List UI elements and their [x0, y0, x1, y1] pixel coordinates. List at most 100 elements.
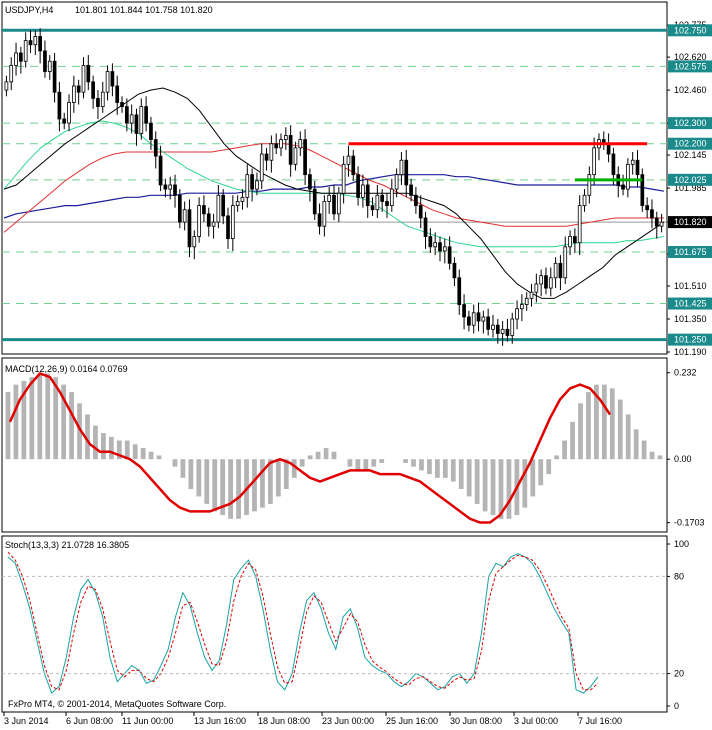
- time-tick-label: 18 Jun 08:00: [258, 716, 310, 726]
- time-tick-label: 25 Jun 16:00: [386, 716, 438, 726]
- macd-bar: [633, 429, 639, 460]
- candle-body: [476, 312, 481, 322]
- candle-body: [187, 209, 192, 248]
- candle-body: [110, 71, 115, 87]
- candle-body: [592, 147, 596, 176]
- macd-bar: [77, 403, 82, 460]
- time-tick-label: 30 Jun 08:00: [450, 716, 502, 726]
- candle-body: [587, 174, 592, 196]
- candle-body: [115, 85, 120, 103]
- candle-body: [14, 52, 18, 66]
- candle-body: [312, 188, 317, 215]
- candle-body: [365, 184, 370, 206]
- chart-header-symbol: USDJPY,H4: [5, 5, 53, 15]
- candle-body: [520, 304, 524, 310]
- macd-bar: [379, 459, 385, 463]
- candle-body: [404, 159, 409, 186]
- candle-body: [38, 36, 42, 52]
- candle-body: [568, 236, 572, 248]
- candle-body: [81, 64, 86, 93]
- macd-bar: [212, 459, 218, 512]
- candle-body: [645, 205, 649, 211]
- candle-body: [515, 308, 519, 320]
- candle-body: [288, 135, 293, 165]
- stoch-tick-label: 20: [674, 669, 684, 679]
- macd-bar: [283, 459, 289, 489]
- level-tag-label: 102.200: [674, 139, 707, 149]
- candle-body: [539, 275, 543, 285]
- candle-body: [250, 174, 254, 190]
- candle-body: [361, 184, 365, 198]
- candle-body: [534, 283, 539, 293]
- candle-body: [259, 153, 264, 182]
- macd-bar: [124, 440, 130, 460]
- candle-body: [28, 40, 33, 46]
- macd-bar: [204, 459, 210, 504]
- candle-body: [399, 159, 404, 176]
- macd-bar: [196, 459, 202, 497]
- candle-body: [120, 102, 124, 108]
- candle-body: [173, 184, 177, 196]
- price-tick-label: 101.350: [674, 314, 707, 324]
- macd-bar: [140, 448, 146, 460]
- candle-body: [303, 139, 307, 176]
- stoch-tick-label: 0: [674, 701, 679, 711]
- macd-bar: [323, 448, 329, 460]
- candle-body: [356, 174, 360, 198]
- candle-body: [481, 316, 486, 322]
- candle-body: [230, 205, 235, 239]
- candle-body: [621, 184, 625, 190]
- candle-body: [139, 106, 144, 134]
- candle-body: [317, 213, 322, 227]
- macd-signal-polyline: [8, 372, 612, 524]
- macd-bar: [554, 455, 560, 460]
- candle-body: [211, 221, 216, 227]
- level-tag-label: 102.300: [674, 118, 707, 128]
- candle-body: [500, 328, 505, 334]
- candle-body: [293, 147, 298, 165]
- candle-body: [192, 236, 197, 248]
- macd-bar: [411, 459, 416, 467]
- candle-body: [153, 139, 158, 157]
- time-tick-label: 23 Jun 00:00: [322, 716, 374, 726]
- macd-bar: [617, 399, 623, 460]
- candle-body: [380, 194, 385, 202]
- macd-bar: [21, 380, 27, 460]
- candle-body: [336, 192, 341, 215]
- macd-bar: [594, 384, 599, 460]
- candle-body: [577, 205, 582, 244]
- macd-bar: [315, 451, 321, 460]
- macd-bar: [180, 459, 186, 478]
- time-tick-label: 3 Jun 2014: [4, 716, 49, 726]
- macd-bar: [252, 459, 257, 512]
- macd-bar: [498, 459, 504, 519]
- sma-slow-line: [3, 143, 664, 233]
- macd-label: MACD(12,26,9) 0.0164 0.0769: [5, 364, 128, 374]
- stoch-panel[interactable]: [1, 535, 668, 713]
- macd-bar: [101, 433, 106, 460]
- candle-body: [442, 246, 447, 252]
- price-panel[interactable]: [1, 1, 668, 355]
- price-tick-label: 101.985: [674, 183, 707, 193]
- candle-body: [33, 36, 38, 46]
- macd-bar: [93, 425, 98, 460]
- price-axis: 102.775102.620102.460102.300102.145101.9…: [667, 20, 712, 357]
- candle-body: [134, 114, 139, 134]
- macd-bar: [244, 459, 249, 516]
- stoch-tick-label: 80: [674, 571, 684, 581]
- macd-bar: [403, 459, 408, 463]
- level-tag-label: 102.025: [674, 175, 707, 185]
- candle-body: [558, 262, 563, 279]
- candle-body: [67, 102, 71, 124]
- macd-bar: [5, 392, 11, 460]
- macd-bar: [427, 459, 432, 475]
- macd-bar: [37, 373, 43, 460]
- macd-bar: [275, 459, 281, 497]
- candle-body: [389, 188, 394, 206]
- candle-body: [630, 159, 635, 165]
- candle-body: [582, 194, 587, 206]
- macd-bar: [419, 459, 424, 471]
- candle-body: [548, 277, 553, 289]
- price-tick-label: 102.620: [674, 52, 707, 62]
- macd-bar: [228, 459, 234, 519]
